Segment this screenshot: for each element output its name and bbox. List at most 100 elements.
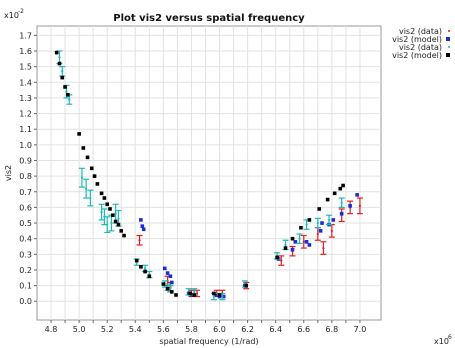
model-point — [304, 240, 309, 244]
model-point — [192, 293, 197, 297]
x-exponent-power: 6 — [448, 334, 452, 341]
data-point — [316, 232, 319, 236]
y-exponent-base: x10 — [4, 11, 19, 20]
model-point — [317, 207, 322, 211]
y-tick-label: 0.2 — [19, 266, 32, 275]
chart-title: Plot vis2 versus spatial frequency — [113, 13, 305, 24]
y-tick-label: 0.5 — [19, 219, 32, 228]
data-point — [358, 204, 362, 207]
legend-label: vis2 (model) — [392, 35, 442, 44]
model-point — [165, 286, 170, 291]
model-point — [54, 50, 59, 55]
plot-area — [36, 25, 382, 321]
data-point — [138, 239, 141, 242]
model-point — [92, 174, 97, 178]
x-tick-label: 5.4 — [129, 325, 142, 334]
model-point — [89, 166, 94, 171]
model-point — [119, 229, 124, 233]
x-tick-label: 5.6 — [157, 325, 170, 334]
model-point — [283, 246, 288, 250]
data-point — [280, 259, 283, 262]
data-point — [80, 176, 84, 179]
legend-label: vis2 (data) — [399, 43, 442, 52]
x-tick-label: 5.8 — [185, 325, 198, 334]
data-point — [195, 292, 199, 295]
y-axis-title: vis2 — [4, 165, 13, 181]
y-tick-label: 1.7 — [19, 31, 32, 40]
y-tick-label: 1.4 — [19, 78, 32, 87]
model-point — [143, 269, 147, 274]
data-point — [85, 187, 88, 190]
data-point — [61, 70, 64, 73]
y-tick-label: 1.3 — [19, 94, 32, 103]
model-point — [168, 274, 173, 279]
model-point — [77, 132, 81, 136]
model-point — [99, 191, 104, 196]
model-point — [307, 243, 312, 247]
grid — [37, 26, 381, 320]
y-tick-label: 1.0 — [19, 141, 32, 150]
model-point — [318, 229, 323, 233]
model-point — [169, 280, 174, 285]
data-point — [117, 217, 120, 220]
data-point — [89, 196, 92, 200]
model-point — [66, 93, 70, 97]
x-exponent-base: x10 — [434, 337, 449, 346]
data-point — [284, 243, 287, 247]
model-point — [341, 183, 345, 188]
model-point — [116, 222, 121, 227]
data-point — [322, 246, 325, 250]
model-point — [113, 219, 118, 224]
model-point — [338, 186, 343, 191]
model-point — [111, 213, 115, 218]
model-point — [162, 266, 167, 271]
model-point — [122, 233, 126, 238]
y-tick-label: 0.1 — [19, 282, 32, 291]
model-point — [275, 255, 279, 260]
x-tick-label: 6.0 — [213, 325, 226, 334]
model-point — [188, 291, 192, 296]
legend: vis2 (data)vis2 (model)vis2 (data)vis2 (… — [392, 27, 450, 60]
data-point — [68, 98, 71, 101]
data-point — [144, 267, 147, 270]
y-axis-ticks: 0.0 0.1 0.2 0.3 0.4 0.5 0.6 0.7 0.8 0.9 1.0 1.1 1.2 1… — [19, 31, 37, 306]
data-point — [114, 212, 117, 215]
data-point — [110, 221, 113, 225]
x-tick-label: 7.0 — [354, 325, 367, 334]
y-tick-label: 1.6 — [19, 47, 32, 56]
x-tick-label: 4.8 — [45, 325, 58, 334]
data-point — [65, 90, 68, 93]
x-tick-label: 6.4 — [269, 325, 282, 334]
x-tick-label: 5.0 — [73, 325, 86, 334]
x-tick-label: 5.2 — [101, 325, 114, 334]
model-point — [320, 221, 324, 225]
model-point — [134, 258, 139, 263]
x-axis-ticks: 4.8 5.0 5.2 5.4 5.6 5.8 6.0 6.2 6.4 6.6 6.8 7.0 — [45, 320, 367, 334]
series-3 — [54, 50, 345, 297]
model-point — [165, 271, 170, 275]
data-point — [212, 295, 216, 298]
model-point — [331, 218, 336, 222]
data-point — [330, 229, 333, 232]
model-point — [57, 61, 62, 66]
model-point — [102, 196, 107, 200]
data-point — [316, 221, 319, 225]
legend-swatch — [446, 37, 450, 41]
data-point — [193, 290, 196, 293]
model-point — [332, 191, 337, 196]
x-axis-title: spatial frequency (1/rad) — [159, 337, 258, 346]
x-tick-label: 6.8 — [325, 325, 338, 334]
model-point — [140, 224, 145, 228]
data-point — [305, 223, 308, 226]
model-point — [105, 202, 110, 207]
model-point — [217, 293, 222, 297]
y-tick-label: 0.0 — [19, 297, 32, 306]
data-point — [169, 287, 172, 290]
model-point — [139, 218, 143, 222]
model-point — [307, 218, 312, 222]
legend-label: vis2 (model) — [392, 51, 442, 60]
legend-swatch — [446, 53, 450, 57]
y-tick-label: 0.4 — [19, 235, 32, 244]
model-point — [293, 240, 298, 244]
